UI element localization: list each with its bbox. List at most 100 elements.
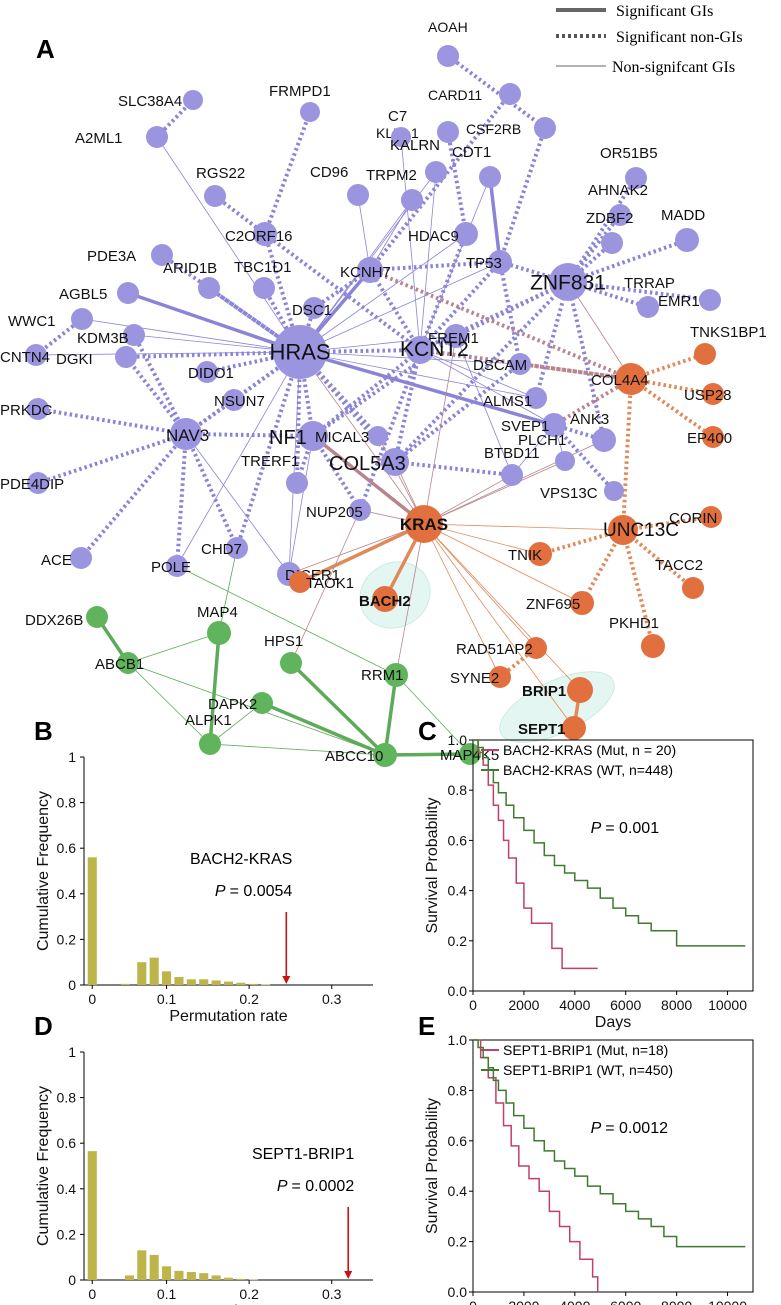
- edge-col4a4-unc13c: [621, 378, 633, 531]
- node-circle-c2orf16: [253, 222, 277, 246]
- histogram-bar: [149, 957, 159, 985]
- edge-dapk2-abcc10: [261, 701, 386, 757]
- km-curve-wt: [473, 1039, 746, 1248]
- node-circle-chd7: [226, 537, 248, 559]
- node-label-nav3: NAV3: [166, 426, 209, 445]
- histogram-bar: [162, 971, 172, 985]
- node-ep400: EP400: [687, 426, 732, 448]
- edge-nav3-nsun7: [184, 398, 236, 436]
- edge-arid1b-hras: [207, 286, 302, 354]
- edge-unc13c-tacc2: [621, 528, 695, 590]
- edge-hras-alms1: [299, 351, 537, 399]
- histogram-bar: [186, 1272, 196, 1280]
- p-symbol: P: [591, 1120, 602, 1137]
- edge-svep1-col4a4: [552, 377, 633, 427]
- node-label-tnik: TNIK: [508, 547, 542, 564]
- node-circle-ahnak2: [609, 204, 631, 226]
- x-tick-label: 6000: [610, 1298, 641, 1305]
- edge-nav3-pde4dip: [37, 432, 187, 485]
- node-kcnh7: KCNH7: [340, 257, 391, 283]
- node-circle-wwc1: [71, 308, 93, 330]
- node-circle-abcc10: [373, 743, 397, 767]
- edge-alpk1-abcc10: [209, 743, 386, 756]
- node-label-mical3: MICAL3: [315, 429, 369, 446]
- node-label-c2orf16: C2ORF16: [225, 228, 293, 245]
- node-label-trrap: TRRAP: [624, 275, 675, 292]
- node-dgki: DGKI: [56, 346, 137, 368]
- edge-znf831-alms1: [534, 281, 570, 399]
- node-madd: MADD: [661, 207, 705, 252]
- node-circle-syne2: [489, 666, 511, 688]
- node-label-zdbf2: ZDBF2: [586, 210, 634, 227]
- node-label-madd: MADD: [661, 207, 705, 224]
- legend-significant: Significant GIs: [616, 3, 713, 20]
- x-tick-label: 0.3: [322, 1286, 342, 1302]
- node-col4a4: COL4A4: [591, 363, 649, 395]
- node-circle-pde4dip: [27, 472, 49, 494]
- edge-dscam-col4a4: [519, 362, 632, 381]
- node-circle-kcnh7: [357, 257, 383, 283]
- edge-rrm1-abcc10: [383, 674, 398, 756]
- node-sept1: SEPT1: [518, 716, 586, 740]
- edge-kcnt2-col5a3: [393, 349, 422, 463]
- node-dsc1: DSC1: [292, 297, 332, 319]
- node-circle-kalrn: [425, 161, 447, 183]
- y-tick-label: 0.8: [57, 1090, 77, 1106]
- node-label-hras: HRAS: [269, 340, 330, 365]
- node-taok1: TAOK1: [289, 571, 354, 593]
- node-circle-dgki: [115, 346, 137, 368]
- node-label-kras: KRAS: [400, 515, 448, 534]
- legend-label-wt: BACH2-KRAS (WT, n=448): [503, 762, 673, 778]
- node-nup205: NUP205: [306, 499, 371, 521]
- x-tick-label: 0.2: [239, 991, 259, 1007]
- edge-unc13c-corin: [622, 515, 712, 532]
- y-tick-label: 0.4: [448, 883, 468, 899]
- node-hdac9: HDAC9: [408, 222, 478, 246]
- legend-non-significant: Non-signifcant GIs: [612, 59, 735, 76]
- node-circle-frem1: [444, 324, 468, 348]
- node-znf695: ZNF695: [526, 591, 594, 615]
- node-circle-c7: [391, 127, 411, 147]
- edge-nav3-chd7: [184, 433, 239, 549]
- y-axis-label: Survival Probability: [424, 797, 441, 933]
- p-value-text: = 0.0054: [230, 883, 293, 900]
- node-alms1: ALMS1: [483, 387, 547, 410]
- node-circle-kras: [405, 505, 443, 543]
- panel-label-d: D: [34, 1011, 53, 1041]
- node-label-cntn4: CNTN4: [0, 349, 50, 366]
- y-tick-label: 0.4: [57, 1181, 77, 1197]
- node-corin: CORIN: [669, 506, 722, 528]
- node-kras: KRAS: [400, 505, 448, 543]
- edge-col5a3-btbd11: [394, 460, 513, 477]
- node-label-pde3a: PDE3A: [87, 248, 136, 265]
- y-tick-label: 0.0: [448, 983, 468, 999]
- edge-trpm2-kcnh7: [369, 199, 413, 271]
- node-label-alms1: ALMS1: [483, 393, 532, 410]
- node-label-btbd11: BTBD11: [484, 445, 540, 462]
- node-circle-znf831: [549, 263, 587, 301]
- edge-dapk2-alpk1: [209, 702, 263, 745]
- node-circle-dapk2: [251, 692, 273, 714]
- node-label-vps13c: VPS13C: [540, 485, 598, 502]
- node-circle-hras: [273, 325, 327, 379]
- edge-kras-taok1: [299, 522, 425, 584]
- node-label-bach2: BACH2: [359, 593, 411, 610]
- edge-abcb1-alpk1: [127, 662, 211, 745]
- edge-hras-pole: [176, 351, 301, 567]
- annotation-arrow-head: [344, 1271, 353, 1279]
- panel-c-chart: 0.0 0.2 0.4 0.6 0.8 1.0 0 2000 4000 6000 8000 10000…: [424, 732, 754, 1031]
- edge-znf831-frem1: [455, 280, 569, 338]
- edge-kras-sept1: [423, 523, 575, 729]
- node-mical3: MICAL3: [315, 426, 388, 446]
- node-label-plch1: PLCH1: [518, 432, 566, 449]
- annotation-arrow-head: [282, 976, 291, 984]
- y-tick-label: 0.2: [57, 931, 77, 947]
- node-label-corin: CORIN: [669, 510, 717, 527]
- node-label-frem1: FREM1: [428, 330, 479, 347]
- node-label-tnks1bp1: TNKS1BP1: [690, 324, 767, 341]
- edge-map4-alpk1: [208, 632, 221, 745]
- edge-nf1-nup205: [311, 434, 362, 512]
- node-circle-csf2rb: [534, 117, 556, 139]
- edge-kras-rad51ap2: [423, 523, 537, 649]
- node-dapk2: DAPK2: [208, 692, 273, 714]
